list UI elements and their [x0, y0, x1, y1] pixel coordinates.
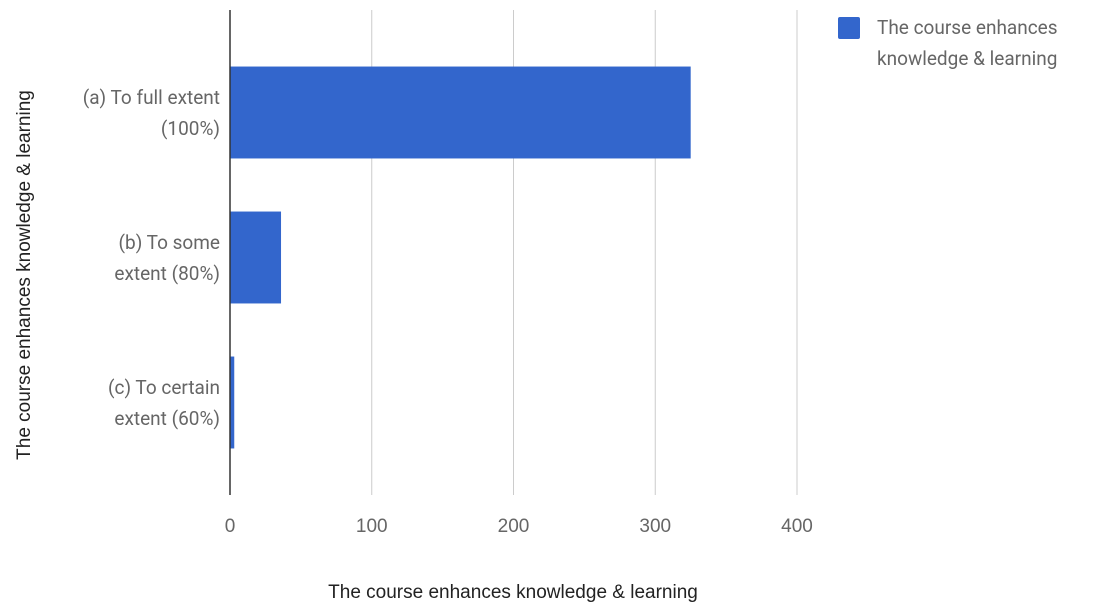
bar — [230, 356, 235, 449]
legend-label: The course enhances knowledge & learning — [877, 16, 1058, 70]
x-tick-label: 0 — [225, 516, 236, 537]
legend-swatch — [838, 17, 860, 39]
x-tick-label: 300 — [639, 516, 671, 537]
y-tick-label: (a) To full extent (100%) — [82, 85, 220, 140]
x-tick-label: 100 — [356, 516, 388, 537]
x-tick-label: 400 — [781, 516, 813, 537]
y-tick-label: (b) To some extent (80%) — [114, 230, 220, 285]
x-tick-label: 200 — [498, 516, 530, 537]
x-axis-title: The course enhances knowledge & learning — [328, 582, 698, 603]
y-tick-label: (c) To certain extent (60%) — [108, 375, 220, 430]
y-axis-title: The course enhances knowledge & learning — [14, 90, 35, 460]
bar — [230, 211, 282, 304]
bar — [230, 66, 691, 159]
